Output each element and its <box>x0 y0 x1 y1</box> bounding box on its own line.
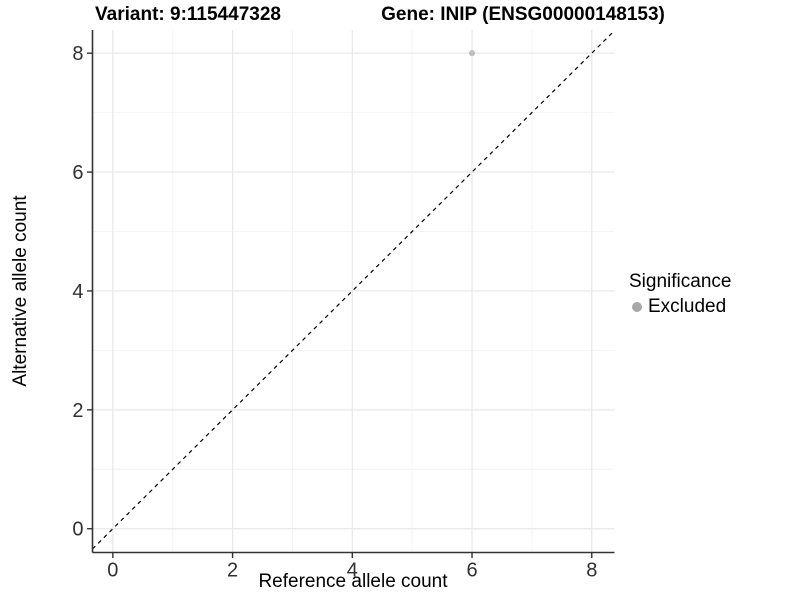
legend: Significance Excluded <box>629 271 731 318</box>
y-axis-title: Alternative allele count <box>10 195 31 387</box>
svg-text:8: 8 <box>72 43 83 65</box>
legend-item-label: Excluded <box>648 296 727 317</box>
svg-text:4: 4 <box>72 281 83 303</box>
svg-text:6: 6 <box>72 162 83 184</box>
excluded-dot-icon <box>632 302 642 312</box>
variant-title: Variant: 9:115447328 <box>95 4 281 25</box>
svg-text:2: 2 <box>72 400 83 422</box>
svg-text:2: 2 <box>227 560 238 582</box>
svg-text:6: 6 <box>466 560 477 582</box>
x-axis-title: Reference allele count <box>258 571 448 592</box>
gene-title: Gene: INIP (ENSG00000148153) <box>381 4 665 25</box>
svg-text:4: 4 <box>347 560 358 582</box>
legend-item-excluded: Excluded <box>632 296 731 318</box>
svg-text:0: 0 <box>72 519 83 541</box>
legend-title: Significance <box>629 271 732 292</box>
svg-text:8: 8 <box>586 560 597 582</box>
svg-text:0: 0 <box>107 560 118 582</box>
